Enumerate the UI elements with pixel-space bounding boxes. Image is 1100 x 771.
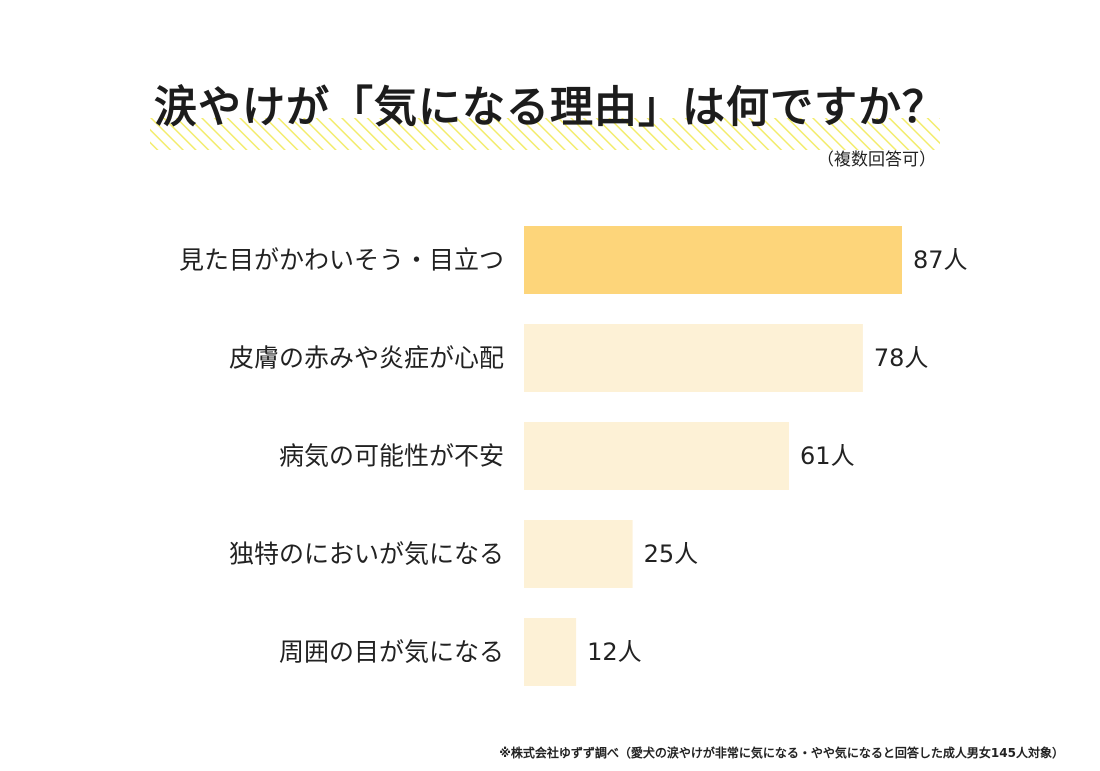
- bar-2: [524, 324, 863, 392]
- value-label-4: 25人: [644, 540, 699, 568]
- bar-5: [524, 618, 577, 686]
- category-label-2: 皮膚の赤みや炎症が心配: [229, 344, 504, 373]
- source-footnote: ※株式会社ゆずず調べ（愛犬の涙やけが非常に気になる・やや気になると回答した成人男…: [499, 746, 1064, 760]
- title-highlight-stripes: [150, 118, 940, 150]
- value-label-1: 87人: [913, 246, 968, 274]
- value-label-3: 61人: [800, 442, 855, 470]
- bar-3: [524, 422, 790, 490]
- chart-subtitle: （複数回答可）: [817, 150, 936, 170]
- value-label-2: 78人: [874, 344, 929, 372]
- bar-4: [524, 520, 633, 588]
- title-block: 涙やけが「気になる理由」は何ですか？: [150, 78, 950, 154]
- chart-title: 涙やけが「気になる理由」は何ですか？: [154, 83, 946, 133]
- bar-1: [524, 226, 902, 294]
- value-label-5: 12人: [587, 638, 642, 666]
- category-label-1: 見た目がかわいそう・目立つ: [179, 246, 504, 275]
- category-label-3: 病気の可能性が不安: [279, 442, 504, 471]
- category-label-4: 独特のにおいが気になる: [229, 540, 504, 569]
- category-label-5: 周囲の目が気になる: [279, 638, 504, 667]
